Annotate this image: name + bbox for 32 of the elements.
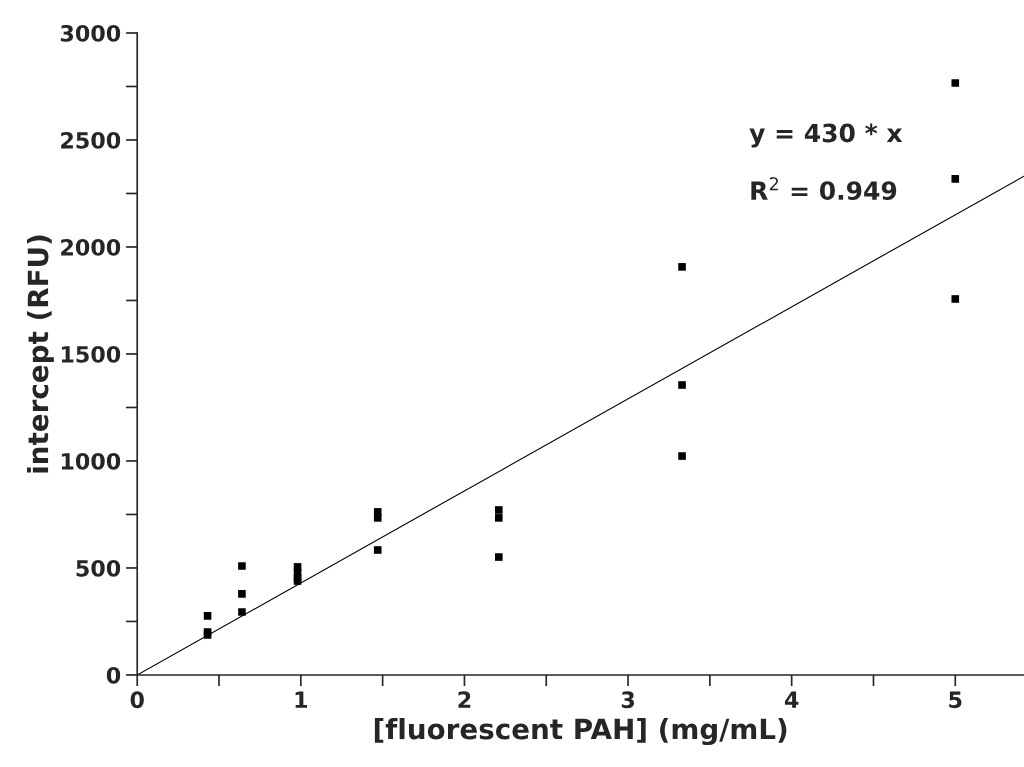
annotation: y = 430 * x: [749, 123, 903, 148]
point: [495, 506, 503, 514]
y-tick-label: 3000: [60, 24, 121, 42]
point: [951, 295, 960, 303]
y-tick-label: 1500: [61, 345, 121, 363]
point: [678, 263, 686, 271]
x-tick-label: 5: [949, 691, 962, 709]
y-tick-label: 2500: [61, 131, 121, 149]
point: [238, 562, 246, 570]
x-tick-label: 1: [295, 691, 308, 708]
x-tick-label: 4: [784, 691, 799, 708]
x-tick-label: 3: [621, 691, 635, 709]
point: [238, 590, 246, 598]
x-tick-label: 2: [458, 691, 471, 708]
point: [678, 381, 686, 389]
point: [203, 612, 212, 620]
y-axis-title: intercept (RFU): [26, 235, 54, 473]
point: [373, 546, 382, 554]
x-tick-label: 0: [130, 691, 144, 709]
point: [373, 514, 382, 522]
x-axis-title: [fluorescent PAH] (mg/mL): [374, 717, 787, 746]
point: [495, 553, 503, 561]
point: [951, 175, 960, 183]
annotation: R$^{2}$ = 0.949: [751, 177, 897, 201]
y-tick-label: 500: [76, 559, 121, 577]
y-tick-label: 0: [106, 666, 121, 684]
point: [238, 608, 246, 616]
point: [678, 452, 686, 460]
y-tick-label: 2000: [61, 238, 121, 256]
point: [495, 514, 503, 522]
point: [951, 79, 960, 87]
y-tick-label: 1000: [61, 452, 121, 470]
